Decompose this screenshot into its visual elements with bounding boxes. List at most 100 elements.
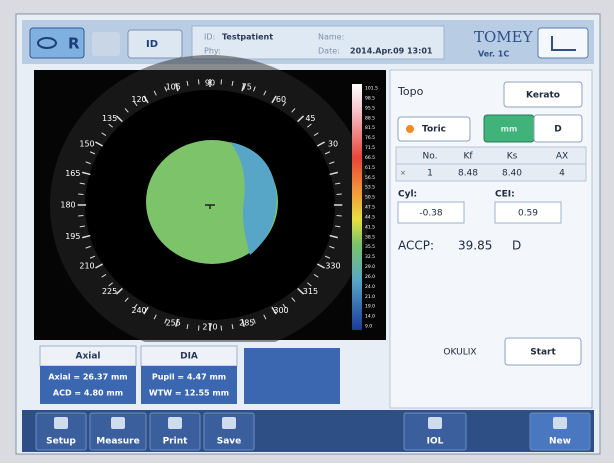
table-header: Kf [463, 152, 473, 162]
scale-label: 26.0 [365, 274, 375, 280]
angle-label: 75 [242, 83, 252, 92]
angle-label: 195 [65, 232, 80, 241]
scale-label: 35.5 [365, 244, 375, 250]
angle-label: 240 [131, 306, 146, 315]
angle-label: 315 [303, 287, 318, 296]
color-scale [352, 84, 362, 330]
scale-label: 41.5 [365, 224, 375, 230]
angle-label: 105 [166, 83, 181, 92]
toolbar-label: IOL [427, 437, 444, 447]
okulix-label: OKULIX [443, 348, 476, 358]
angle-label: 255 [166, 318, 181, 327]
scale-label: 95.5 [365, 105, 375, 111]
toolbar-label: Print [163, 437, 189, 447]
scale-label: 14.0 [365, 314, 375, 320]
start-label: Start [530, 348, 556, 358]
scale-label: 98.5 [365, 95, 375, 101]
toric-icon [406, 125, 414, 133]
angle-label: 270 [202, 323, 217, 332]
angle-label: 180 [60, 201, 75, 210]
toolbar-label: New [549, 437, 571, 447]
angle-label: 135 [102, 114, 117, 123]
angle-label: 165 [65, 169, 80, 178]
accp-label: ACCP: [398, 239, 434, 253]
acd: ACD = 4.80 mm [53, 389, 123, 398]
accp-unit: D [512, 239, 521, 253]
table-cell: 8.40 [502, 169, 522, 179]
angle-label: 45 [305, 114, 315, 123]
scale-label: 9.0 [365, 324, 372, 330]
cyl-value: -0.38 [419, 209, 443, 219]
scale-label: 19.0 [365, 304, 375, 310]
id-button-label: ID [146, 39, 158, 50]
id-label: ID: [204, 33, 215, 42]
table-header: No. [423, 152, 438, 162]
patient-id: Testpatient [222, 33, 273, 42]
date-label: Date: [318, 47, 340, 56]
row-marker: × [400, 169, 406, 177]
toric-label: Toric [422, 125, 446, 135]
scale-label: 66.5 [365, 155, 375, 161]
scale-label: 88.5 [365, 115, 375, 121]
angle-label: 300 [273, 306, 288, 315]
table-header: AX [556, 152, 568, 162]
scale-label: 71.5 [365, 145, 375, 151]
scale-label: 81.5 [365, 125, 375, 131]
toolbar-label: Save [217, 437, 242, 447]
angle-label: 150 [79, 140, 94, 149]
scale-label: 24.0 [365, 284, 375, 290]
toolbar-icon [54, 417, 68, 429]
scale-label: 32.5 [365, 254, 375, 260]
panel-title: Topo [397, 85, 424, 98]
scale-label: 101.5 [365, 86, 378, 92]
angle-label: 330 [325, 262, 340, 271]
version: Ver. 1C [478, 50, 509, 59]
toolbar-icon [168, 417, 182, 429]
logo-button[interactable] [538, 28, 588, 58]
scale-label: 56.5 [365, 175, 375, 181]
brand: TOMEY [474, 28, 534, 46]
angle-label: 120 [131, 95, 146, 104]
toolbar-label: Setup [46, 437, 76, 447]
eye-toggle[interactable] [92, 32, 120, 56]
table-cell: 1 [427, 169, 433, 179]
blank-panel [244, 348, 340, 404]
scale-label: 44.5 [365, 214, 375, 220]
toolbar-label: Measure [96, 437, 139, 447]
cei-label: CEI: [495, 190, 515, 200]
eye-side: R [68, 35, 80, 53]
table-header: Ks [507, 152, 518, 162]
accp-value: 39.85 [458, 239, 492, 253]
scale-label: 47.5 [365, 205, 375, 211]
cyl-label: Cyl: [398, 190, 417, 200]
table-cell: 4 [559, 169, 565, 179]
angle-label: 90 [205, 79, 215, 88]
cei-value: 0.59 [518, 209, 538, 219]
scale-label: 76.5 [365, 135, 375, 141]
scale-label: 21.0 [365, 294, 375, 300]
angle-label: 225 [102, 287, 117, 296]
pupil: Pupil = 4.47 mm [152, 373, 226, 382]
dia-title: DIA [180, 352, 198, 362]
axial-length: Axial = 26.37 mm [48, 373, 127, 382]
table-cell: 8.48 [458, 169, 478, 179]
angle-label: 30 [328, 140, 338, 149]
name-label: Name: [318, 33, 344, 42]
toolbar-icon [222, 417, 236, 429]
toolbar-icon [111, 417, 125, 429]
scale-label: 53.5 [365, 185, 375, 191]
angle-label: 285 [239, 318, 254, 327]
scale-label: 50.5 [365, 195, 375, 201]
phy-label: Phy: [204, 47, 221, 56]
toolbar-icon [428, 417, 442, 429]
scale-label: 29.0 [365, 264, 375, 270]
toolbar-icon [553, 417, 567, 429]
d-label: D [554, 125, 561, 135]
angle-label: 60 [276, 95, 286, 104]
scale-label: 61.5 [365, 165, 375, 171]
angle-label: 210 [79, 262, 94, 271]
mm-label: mm [501, 125, 518, 134]
date: 2014.Apr.09 13:01 [350, 47, 433, 56]
